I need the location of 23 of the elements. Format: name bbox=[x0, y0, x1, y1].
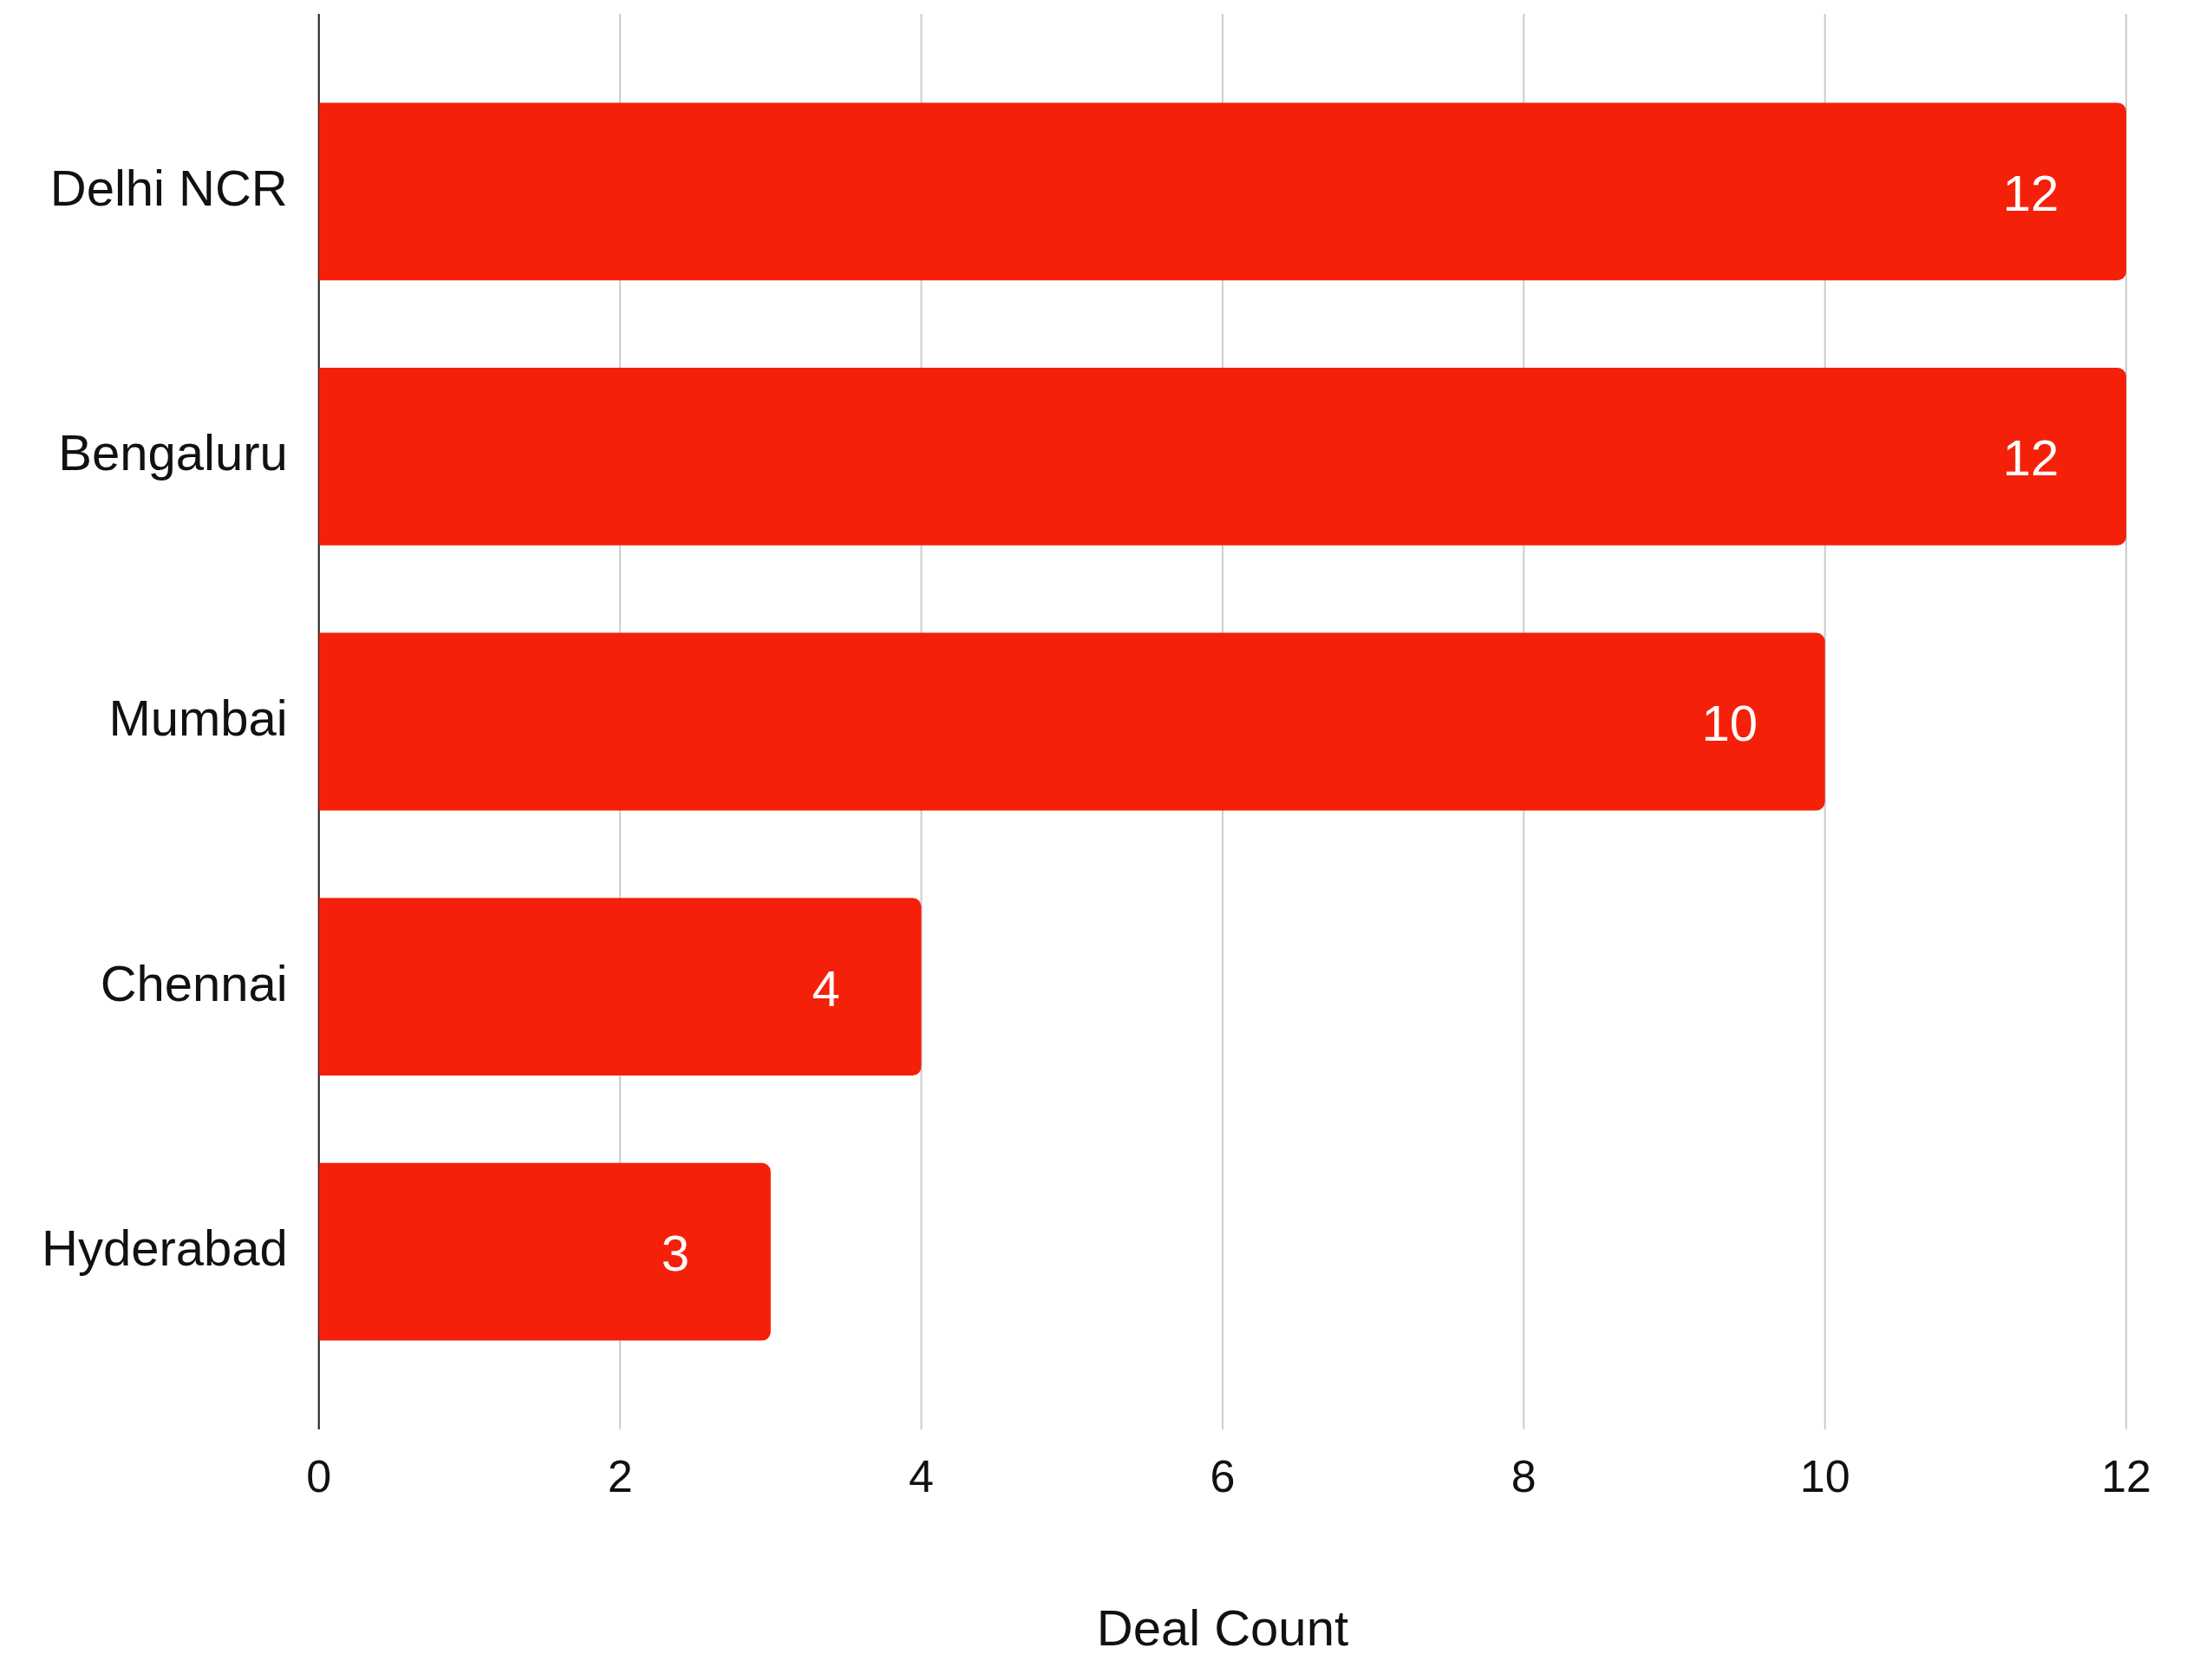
bar bbox=[318, 898, 922, 1076]
bar bbox=[318, 1162, 771, 1341]
data-label: 4 bbox=[812, 959, 840, 1017]
data-label: 12 bbox=[2002, 429, 2059, 487]
x-tick-label: 6 bbox=[1210, 1450, 1236, 1501]
bar bbox=[318, 102, 2127, 281]
data-label: 10 bbox=[1701, 695, 1758, 751]
x-tick-label: 10 bbox=[1799, 1450, 1850, 1501]
x-tick-label: 12 bbox=[2101, 1450, 2151, 1501]
y-tick-label: Delhi NCR bbox=[49, 159, 288, 216]
y-tick-label: Bengaluru bbox=[58, 424, 288, 481]
x-tick-label: 4 bbox=[909, 1450, 934, 1501]
x-axis-title: Deal Count bbox=[1096, 1599, 1348, 1657]
y-tick-label: Hyderabad bbox=[41, 1220, 288, 1277]
x-tick-label: 8 bbox=[1511, 1450, 1537, 1501]
data-label: 12 bbox=[2002, 164, 2059, 221]
x-tick-label: 2 bbox=[607, 1450, 633, 1501]
bar bbox=[318, 368, 2127, 546]
y-tick-label: Mumbai bbox=[108, 690, 288, 746]
x-tick-label: 0 bbox=[306, 1450, 332, 1501]
bar bbox=[318, 632, 1825, 811]
y-tick-label: Chennai bbox=[100, 954, 288, 1011]
data-label: 3 bbox=[661, 1225, 689, 1282]
